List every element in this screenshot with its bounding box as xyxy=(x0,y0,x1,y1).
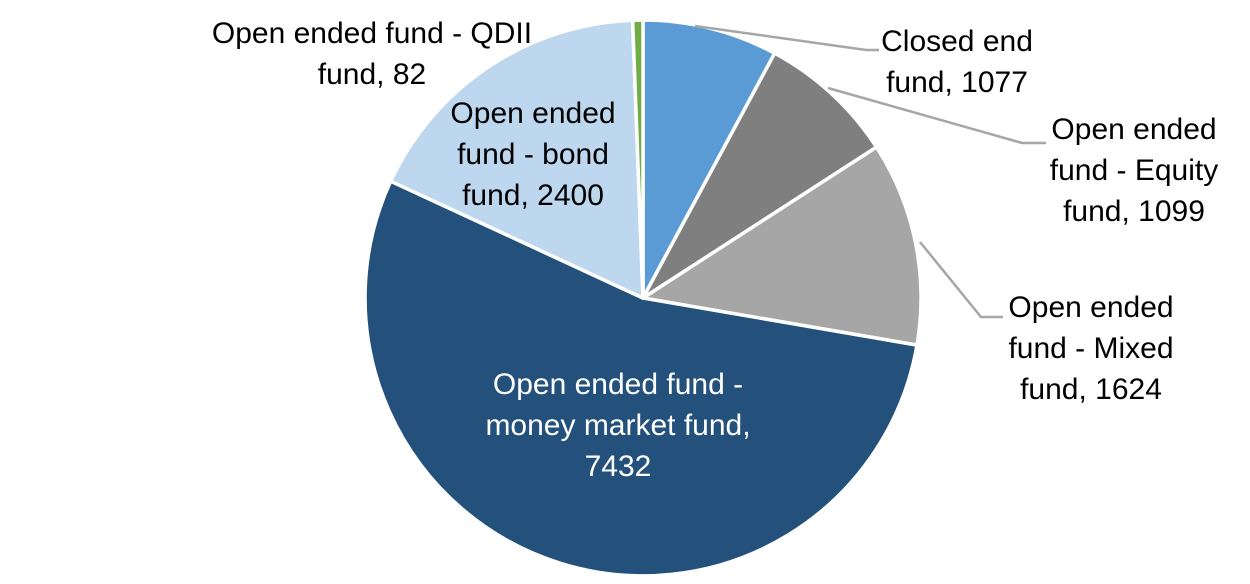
data-label-line: fund, 1624 xyxy=(1020,373,1162,406)
data-label-line: Open ended fund - QDII xyxy=(211,17,533,50)
pie-slice-open-ended-money-market-fund xyxy=(363,179,919,578)
data-label-line: fund, 1099 xyxy=(1063,195,1205,228)
pie-slice-open-ended-mixed-fund xyxy=(641,145,923,347)
data-label-line: Open ended xyxy=(450,97,616,130)
data-label-open-ended-qdii-fund: Open ended fund - QDII fund, 82 xyxy=(212,13,532,95)
data-label-open-ended-equity-fund: Open ended fund - Equity fund, 1099 xyxy=(1050,109,1218,232)
data-label-line: fund, 1077 xyxy=(886,66,1028,99)
data-label-line: fund - bond xyxy=(457,138,609,171)
data-label-open-ended-mixed-fund: Open ended fund - Mixed fund, 1624 xyxy=(1008,287,1173,410)
leader-line-open-ended-equity-fund xyxy=(827,86,1046,145)
data-label-line: fund, 82 xyxy=(317,58,427,91)
data-label-open-ended-bond-fund: Open ended fund - bond fund, 2400 xyxy=(450,93,615,216)
pie-slice-open-ended-equity-fund xyxy=(641,51,879,300)
data-label-line: 7432 xyxy=(584,450,652,483)
pie-slice-open-ended-qdii-fund xyxy=(630,18,645,300)
data-label-line: Open ended fund - xyxy=(492,368,744,401)
data-label-line: fund - Mixed xyxy=(1008,332,1174,365)
leader-line-open-ended-mixed-fund xyxy=(919,241,1003,319)
data-label-line: fund, 2400 xyxy=(462,179,604,212)
data-label-line: Closed end xyxy=(881,25,1033,58)
leader-line-closed-end-fund xyxy=(694,24,879,52)
pie-slice-open-ended-bond-fund xyxy=(388,18,645,300)
data-label-closed-end-fund: Closed end fund, 1077 xyxy=(881,21,1033,103)
data-label-line: Open ended xyxy=(1008,291,1174,324)
data-label-line: Open ended xyxy=(1051,113,1217,146)
data-label-line: fund - Equity xyxy=(1049,154,1219,187)
data-label-open-ended-money-market-fund: Open ended fund - money market fund, 743… xyxy=(485,364,750,487)
data-label-line: money market fund, xyxy=(485,409,751,442)
